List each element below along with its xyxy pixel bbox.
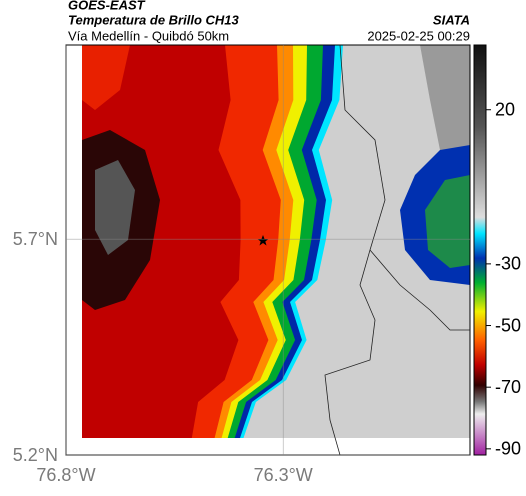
source: SIATA [433, 12, 470, 27]
green-patch [425, 175, 470, 268]
colorbar-tick-label: 20 [495, 99, 515, 119]
border-line [369, 249, 470, 331]
cold-core [95, 160, 135, 255]
lon-tick-label: 76.8°W [36, 465, 95, 485]
colorbar [473, 44, 487, 456]
colorbar-tick-label: -50 [495, 315, 521, 335]
satellite: GOES-EAST [68, 0, 146, 12]
lat-tick-label: 5.7°N [13, 229, 58, 249]
lat-tick-label: 5.2°N [13, 445, 58, 465]
colorbar-tick-label: -30 [495, 254, 521, 274]
route: Vía Medellín - Quibdó 50km [68, 28, 229, 43]
colorbar-tick-label: -90 [495, 439, 521, 459]
lon-tick-label: 76.3°W [254, 465, 313, 485]
product: Temperatura de Brillo CH13 [68, 12, 240, 27]
gray-patch [420, 45, 470, 160]
red-top [82, 45, 130, 110]
location-marker [257, 235, 269, 246]
border-line [324, 44, 386, 456]
timestamp: 2025-02-25 00:29 [367, 28, 470, 43]
satellite-image [82, 45, 470, 438]
colorbar-tick-label: -70 [495, 377, 521, 397]
